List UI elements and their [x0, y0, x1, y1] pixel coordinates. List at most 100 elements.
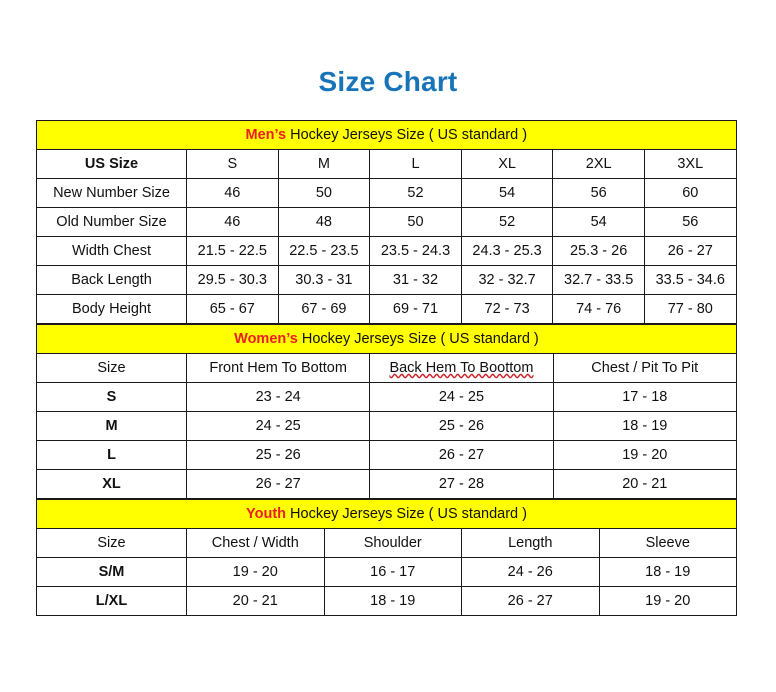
youth-column-header-row: Size Chest / Width Shoulder Length Sleev… — [36, 528, 737, 558]
table-row: XL 26 - 27 27 - 28 20 - 21 — [36, 469, 737, 499]
mens-header-accent: Men’s — [245, 127, 287, 143]
youth-col-1: Chest / Width — [186, 528, 325, 558]
mens-size-table: Men’s Hockey Jerseys Size ( US standard … — [36, 120, 737, 324]
mens-cell: 32.7 - 33.5 — [552, 265, 645, 295]
mens-cell: 46 — [186, 178, 279, 208]
womens-cell: 19 - 20 — [552, 440, 737, 470]
mens-cell: 24.3 - 25.3 — [460, 236, 554, 266]
mens-cell: 22.5 - 23.5 — [277, 236, 371, 266]
mens-cell: 56 — [552, 178, 645, 208]
youth-col-4: Sleeve — [598, 528, 737, 558]
mens-col-0: US Size — [36, 149, 187, 179]
mens-cell: 52 — [460, 207, 554, 237]
youth-col-0: Size — [36, 528, 187, 558]
youth-cell: 19 - 20 — [598, 586, 737, 616]
youth-cell: 18 - 19 — [323, 586, 462, 616]
mens-cell: 74 - 76 — [552, 294, 645, 324]
mens-cell: 23.5 - 24.3 — [369, 236, 462, 266]
mens-cell: 52 — [369, 178, 462, 208]
table-row: M 24 - 25 25 - 26 18 - 19 — [36, 411, 737, 441]
mens-cell: 50 — [277, 178, 371, 208]
mens-cell: 25.3 - 26 — [552, 236, 645, 266]
mens-cell: 67 - 69 — [277, 294, 371, 324]
womens-section-header-row: Women’s Hockey Jerseys Size ( US standar… — [36, 324, 737, 354]
youth-col-3: Length — [461, 528, 600, 558]
mens-col-6: 3XL — [643, 149, 737, 179]
mens-cell: 54 — [460, 178, 554, 208]
youth-row-label: S/M — [36, 557, 187, 587]
size-chart-tables: Men’s Hockey Jerseys Size ( US standard … — [36, 120, 737, 616]
table-row: Old Number Size 46 48 50 52 54 56 — [36, 207, 737, 237]
youth-cell: 20 - 21 — [186, 586, 325, 616]
womens-column-header-row: Size Front Hem To Bottom Back Hem To Boo… — [36, 353, 737, 383]
table-row: S/M 19 - 20 16 - 17 24 - 26 18 - 19 — [36, 557, 737, 587]
youth-section-header-row: Youth Hockey Jerseys Size ( US standard … — [36, 499, 737, 529]
womens-col-3: Chest / Pit To Pit — [552, 353, 737, 383]
womens-cell: 18 - 19 — [552, 411, 737, 441]
mens-cell: 30.3 - 31 — [277, 265, 371, 295]
page-title: Size Chart — [318, 66, 458, 97]
youth-header-accent: Youth — [246, 506, 287, 522]
mens-cell: 72 - 73 — [460, 294, 554, 324]
womens-cell: 25 - 26 — [369, 411, 554, 441]
table-row: Width Chest 21.5 - 22.5 22.5 - 23.5 23.5… — [36, 236, 737, 266]
table-row: Back Length 29.5 - 30.3 30.3 - 31 31 - 3… — [36, 265, 737, 295]
womens-row-label: XL — [36, 469, 187, 499]
table-row: Body Height 65 - 67 67 - 69 69 - 71 72 -… — [36, 294, 737, 324]
womens-col-2: Back Hem To Boottom — [369, 353, 554, 383]
table-row: S 23 - 24 24 - 25 17 - 18 — [36, 382, 737, 412]
mens-col-4: XL — [460, 149, 554, 179]
womens-cell: 23 - 24 — [185, 382, 371, 412]
youth-cell: 26 - 27 — [461, 586, 600, 616]
mens-cell: 21.5 - 22.5 — [186, 236, 279, 266]
mens-header-rest: Hockey Jerseys Size ( US standard ) — [286, 127, 528, 143]
womens-section-header: Women’s Hockey Jerseys Size ( US standar… — [36, 324, 737, 354]
mens-column-header-row: US Size S M L XL 2XL 3XL — [36, 149, 737, 179]
mens-cell: 48 — [277, 207, 371, 237]
mens-row-label: New Number Size — [36, 178, 187, 208]
womens-col-0: Size — [36, 353, 187, 383]
mens-cell: 56 — [643, 207, 737, 237]
womens-size-table: Women’s Hockey Jerseys Size ( US standar… — [36, 324, 737, 499]
mens-cell: 33.5 - 34.6 — [643, 265, 737, 295]
womens-cell: 24 - 25 — [185, 411, 371, 441]
youth-size-table: Youth Hockey Jerseys Size ( US standard … — [36, 499, 737, 616]
womens-row-label: S — [36, 382, 187, 412]
youth-header-rest: Hockey Jerseys Size ( US standard ) — [286, 506, 527, 522]
mens-col-3: L — [369, 149, 462, 179]
mens-cell: 26 - 27 — [643, 236, 737, 266]
youth-cell: 18 - 19 — [598, 557, 737, 587]
mens-cell: 32 - 32.7 — [460, 265, 554, 295]
mens-cell: 65 - 67 — [186, 294, 279, 324]
mens-cell: 29.5 - 30.3 — [186, 265, 279, 295]
womens-col-1: Front Hem To Bottom — [185, 353, 371, 383]
youth-cell: 24 - 26 — [461, 557, 600, 587]
mens-section-header: Men’s Hockey Jerseys Size ( US standard … — [36, 120, 737, 150]
mens-col-1: S — [186, 149, 279, 179]
table-row: L 25 - 26 26 - 27 19 - 20 — [36, 440, 737, 470]
womens-cell: 17 - 18 — [552, 382, 737, 412]
mens-row-label: Width Chest — [36, 236, 187, 266]
womens-header-rest: Hockey Jerseys Size ( US standard ) — [297, 331, 539, 347]
mens-cell: 77 - 80 — [643, 294, 737, 324]
youth-cell: 19 - 20 — [186, 557, 325, 587]
mens-cell: 50 — [369, 207, 462, 237]
womens-cell: 26 - 27 — [369, 440, 554, 470]
youth-row-label: L/XL — [36, 586, 187, 616]
womens-cell: 20 - 21 — [552, 469, 737, 499]
mens-row-label: Old Number Size — [36, 207, 187, 237]
womens-cell: 24 - 25 — [369, 382, 554, 412]
mens-col-2: M — [277, 149, 371, 179]
mens-section-header-row: Men’s Hockey Jerseys Size ( US standard … — [36, 120, 737, 150]
youth-section-header: Youth Hockey Jerseys Size ( US standard … — [36, 499, 737, 529]
mens-cell: 31 - 32 — [369, 265, 462, 295]
mens-row-label: Body Height — [36, 294, 187, 324]
mens-col-5: 2XL — [552, 149, 645, 179]
youth-cell: 16 - 17 — [323, 557, 462, 587]
mens-row-label: Back Length — [36, 265, 187, 295]
misspelled-text: Back Hem To Boottom — [389, 360, 534, 376]
youth-col-2: Shoulder — [323, 528, 462, 558]
womens-cell: 26 - 27 — [185, 469, 371, 499]
womens-row-label: M — [36, 411, 187, 441]
